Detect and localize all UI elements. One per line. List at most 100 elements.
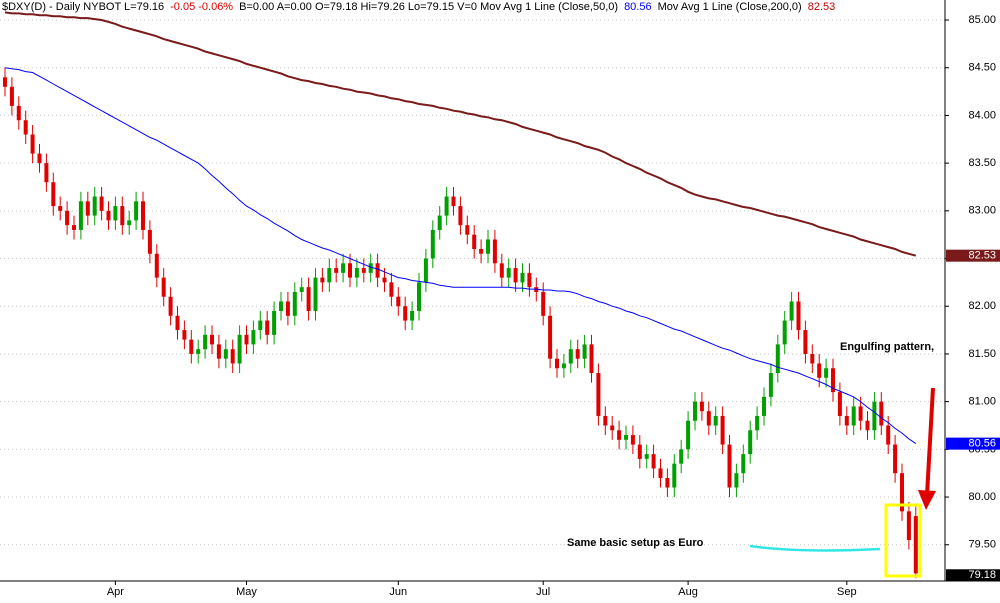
candle-body (147, 229, 152, 254)
candle-body (630, 435, 635, 445)
candle-body (617, 430, 622, 440)
axes: 79.5080.0080.5081.0081.5082.0082.5083.00… (107, 14, 1000, 598)
candle-body (748, 430, 753, 455)
moving-average-line (4, 67, 917, 445)
candle-body (72, 225, 76, 230)
candle-body (589, 344, 594, 374)
candle-body (513, 268, 518, 283)
candle-body (327, 268, 332, 283)
candle-body (789, 301, 794, 321)
candle-body (3, 77, 7, 87)
candle-body (879, 401, 884, 426)
candle-body (810, 353, 815, 364)
candle-body (658, 468, 663, 478)
candle-body (437, 215, 442, 230)
candle-body (341, 263, 346, 273)
candle-body (499, 263, 504, 278)
candle-body (893, 444, 898, 474)
candle-body (775, 344, 780, 374)
candle-body (575, 349, 580, 359)
candle-body (210, 334, 214, 345)
header-text: $DXY(D) - Daily NYBOT L=79.16 (2, 1, 164, 13)
y-tick-label: 83.00 (968, 205, 996, 217)
candle-body (603, 415, 608, 426)
candle-body (334, 268, 339, 273)
candle-body (430, 229, 435, 259)
candle-body (65, 210, 70, 226)
candle-body (237, 334, 242, 364)
candle-body (30, 134, 35, 154)
candle-body (699, 401, 704, 412)
y-tick-label: 80.00 (968, 491, 996, 503)
y-tick-label: 81.50 (968, 348, 996, 360)
candle-body (727, 444, 732, 488)
candle-body (900, 473, 904, 512)
candle-body (292, 291, 297, 316)
candle-body (272, 311, 277, 335)
candle-body (161, 277, 166, 297)
candle-body (403, 306, 408, 321)
plot (3, 11, 918, 579)
candle-body (127, 220, 132, 226)
candle-body (555, 358, 559, 369)
candle-body (492, 239, 497, 264)
candle-body (23, 120, 28, 135)
candle-body (58, 206, 63, 211)
candle-body (706, 411, 711, 426)
candle-body (299, 287, 304, 292)
candle-body (803, 330, 808, 354)
candle-body (506, 268, 511, 278)
candle-body (548, 315, 553, 359)
candle-body (679, 449, 684, 464)
candle-body (16, 105, 21, 121)
price-marker-label: 82.53 (968, 250, 996, 262)
candle-body (644, 454, 649, 459)
grid (0, 19, 945, 546)
candle-body (520, 272, 525, 283)
x-tick-label: Sep (837, 586, 857, 598)
annotation: Same basic setup as Euro (567, 537, 704, 549)
x-tick-label: Apr (107, 586, 124, 598)
y-tick-label: 82.00 (968, 300, 996, 312)
price-marker (946, 437, 1000, 450)
candle-body (465, 225, 470, 235)
candle-body (120, 206, 125, 226)
header-text: B=0.00 A=0.00 O=79.18 Hi=79.26 Lo=79.15 … (239, 1, 618, 13)
candle-body (354, 268, 359, 278)
header-text: -0.05 -0.06% (170, 1, 233, 13)
candle-body (141, 201, 145, 230)
candle-body (423, 258, 428, 283)
candle-body (244, 334, 249, 345)
candle-body (831, 368, 835, 393)
candle-body (134, 201, 139, 221)
header-text: 80.56 (624, 1, 652, 13)
candle-body (672, 463, 677, 488)
x-tick-label: Jun (389, 586, 407, 598)
candle-body (85, 201, 90, 216)
candle-body (203, 334, 208, 350)
candle-body (755, 415, 760, 431)
candle-body (686, 420, 691, 450)
candle-body (382, 277, 387, 283)
candle-body (368, 263, 373, 273)
candle-body (561, 363, 566, 369)
candle-body (251, 330, 256, 345)
candle-body (154, 253, 159, 278)
support-line (749, 544, 881, 552)
price-marker-label: 79.18 (968, 569, 996, 581)
candle-body (886, 425, 891, 445)
candle-body (230, 349, 235, 364)
header-text: Mov Avg 1 Line (Close,200,0) (658, 1, 802, 13)
candle-body (99, 196, 104, 211)
candle-body (741, 454, 746, 474)
candle-body (768, 373, 773, 397)
candle-body (113, 206, 118, 221)
candle-body (486, 239, 490, 254)
candle-body (844, 415, 849, 426)
moving-average-line (4, 11, 917, 257)
candle-body (851, 406, 856, 426)
candle-body (665, 477, 670, 488)
candle-body (624, 435, 628, 440)
candle-body (720, 415, 725, 445)
